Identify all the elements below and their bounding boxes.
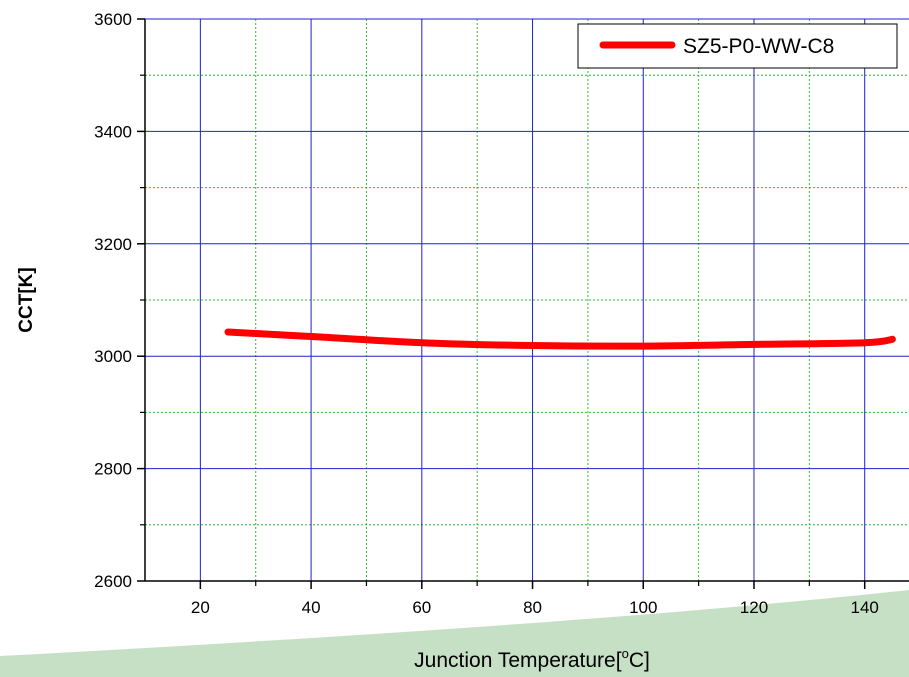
series-lines bbox=[224, 328, 896, 350]
y-tick-labels: 2600 2800 3000 3200 3400 3600 bbox=[94, 10, 132, 591]
x-axis-title: Junction Temperature[oC] bbox=[414, 646, 650, 672]
y-tick-label: 3600 bbox=[94, 10, 132, 29]
y-tick-label: 2600 bbox=[94, 572, 132, 591]
x-axis-title-main: Junction Temperature[ bbox=[414, 649, 622, 672]
x-axis-title-suffix: C] bbox=[629, 649, 650, 672]
x-tick-label: 20 bbox=[191, 598, 210, 617]
legend: SZ5-P0-WW-C8 bbox=[577, 23, 898, 69]
x-tick-label: 40 bbox=[302, 598, 321, 617]
x-tick-labels: 20 40 60 80 100 120 140 bbox=[191, 598, 879, 617]
x-axis-title-degree: o bbox=[622, 646, 629, 661]
y-tick-label: 2800 bbox=[94, 460, 132, 479]
x-tick-label: 140 bbox=[851, 598, 879, 617]
x-tick-label: 80 bbox=[523, 598, 542, 617]
x-tick-label: 120 bbox=[740, 598, 768, 617]
y-tick-label: 3200 bbox=[94, 235, 132, 254]
y-tick-label: 3400 bbox=[94, 122, 132, 141]
axes bbox=[137, 18, 909, 589]
series-line bbox=[224, 328, 896, 350]
decorative-green-swoosh bbox=[0, 590, 909, 677]
y-axis-title: CCT[K] bbox=[16, 267, 37, 332]
minor-grid bbox=[145, 19, 909, 581]
major-grid bbox=[145, 19, 909, 581]
x-tick-label: 100 bbox=[629, 598, 657, 617]
y-tick-label: 3000 bbox=[94, 347, 132, 366]
x-tick-label: 60 bbox=[412, 598, 431, 617]
legend-label: SZ5-P0-WW-C8 bbox=[683, 35, 834, 58]
